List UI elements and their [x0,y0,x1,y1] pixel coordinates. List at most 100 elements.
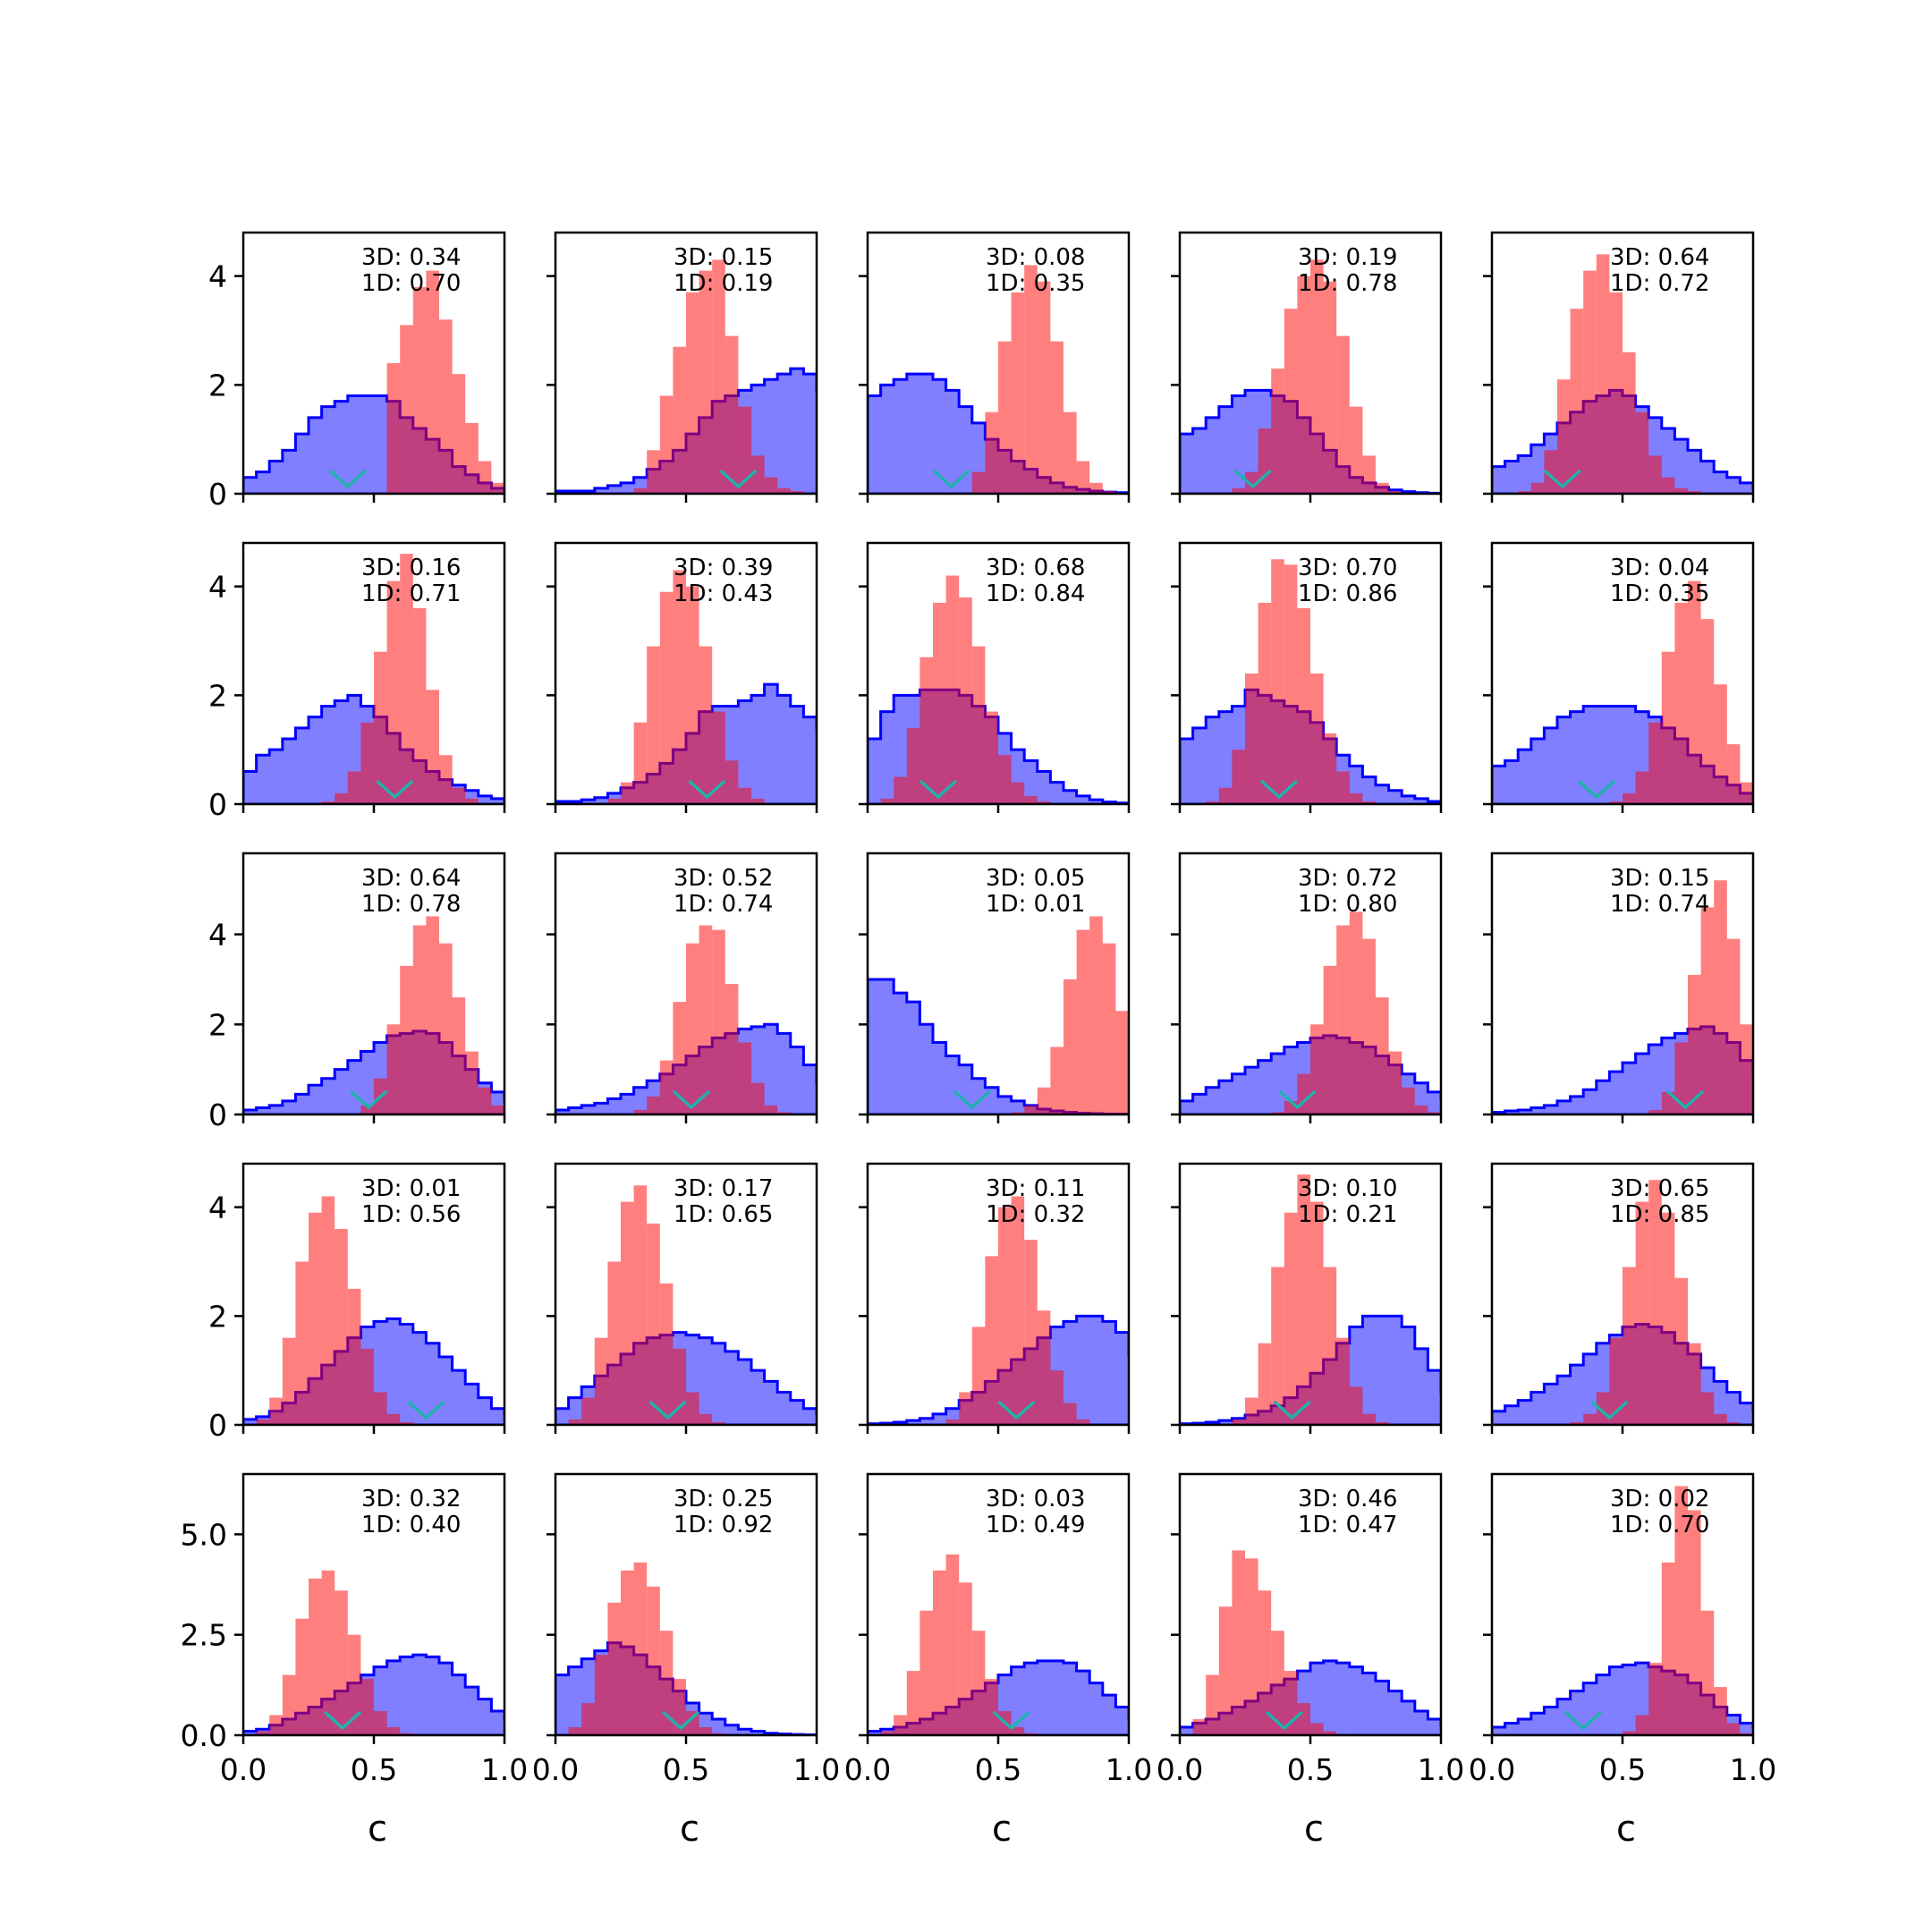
marker [661,1710,700,1731]
series-red-bar [699,270,713,494]
series-red-bar [724,760,739,804]
series-red-bar [1635,771,1649,804]
annotation-1d: 1D: 0.70 [361,270,461,297]
annotation-3d: 3D: 0.68 [986,555,1085,581]
series-red-bar [478,1087,492,1114]
series-red-bar [1024,1105,1038,1114]
series-red-bar [712,929,725,1114]
series-red-bar [764,1105,778,1114]
series-red-bar [568,1727,582,1735]
series-red-bar [426,916,439,1114]
series-red-bar [295,1618,309,1735]
series-red-bar [1089,916,1103,1114]
annotation-1d: 1D: 0.70 [1610,1512,1709,1538]
annotation-1d: 1D: 0.35 [1610,580,1709,607]
ytick-label: 0 [208,477,227,512]
ytick-label: 2.5 [181,1618,227,1653]
marker [992,1710,1030,1731]
xtick-label: 0.0 [1469,1752,1515,1787]
series-red-bar [1206,801,1219,804]
series-red-bar [1362,1413,1376,1425]
ytick-label: 4 [208,918,227,953]
annotation-1d: 1D: 0.43 [674,580,773,607]
annotation-1d: 1D: 0.19 [674,270,773,297]
xtick-label: 0.5 [663,1752,709,1787]
series-red-bar [647,646,660,804]
series-red-bar [633,722,648,804]
annotation-1d: 1D: 0.49 [986,1512,1085,1538]
marker [1273,1400,1311,1420]
series-red-bar [959,1582,972,1735]
annotation-3d: 3D: 0.04 [1610,555,1709,581]
series-red-bar [945,1554,960,1735]
series-red-bar [1570,309,1584,494]
series-red-bar [1115,1011,1129,1114]
plot-area [243,1196,504,1425]
series-red-bar [1271,1267,1284,1425]
series-red-bar [1661,477,1675,494]
series-red-bar [906,1671,920,1735]
plot-area [1180,1550,1441,1735]
marker [919,779,958,800]
series-red-bar [1570,1421,1584,1425]
series-red-bar [439,943,453,1114]
annotation-3d: 3D: 0.11 [986,1175,1085,1202]
series-red-bar [321,1196,335,1425]
xtick-label: 1.0 [1106,1752,1152,1787]
series-red-bar [1700,1610,1715,1735]
series-red-bar [1063,411,1077,494]
xtick-label: 0.0 [532,1752,579,1787]
series-red-bar [1336,771,1350,804]
series-red-bar [607,798,621,804]
ytick-label: 0.0 [181,1718,227,1753]
ytick-label: 0 [208,1097,227,1132]
series-red-bar [1349,1386,1363,1425]
series-red-bar [594,1337,608,1425]
xtick-label: 1.0 [481,1752,528,1787]
series-red-bar [633,1109,648,1114]
annotation-1d: 1D: 0.71 [361,580,461,607]
marker [1564,1710,1603,1731]
series-red-bar [452,787,466,804]
series-red-bar [360,1679,374,1735]
series-red-bar [1714,1687,1727,1735]
ytick-label: 2 [208,1007,227,1042]
series-red-bar [1063,1402,1077,1425]
series-red-bar [971,471,986,494]
series-red-bar [452,374,466,494]
series-red-bar [386,580,401,804]
series-red-bar [1271,369,1284,494]
ytick-label: 2 [208,1299,227,1334]
series-red-bar [699,925,713,1114]
series-red-bar [374,1392,387,1425]
series-red-bar [386,1727,401,1735]
annotation-3d: 3D: 0.46 [1298,1486,1397,1513]
series-red-bar [1688,490,1701,494]
series-red-bar [673,346,686,494]
series-red-bar [1323,1731,1337,1735]
marker [376,779,414,800]
series-red-bar [1635,1201,1649,1425]
annotation-1d: 1D: 0.78 [361,891,461,918]
series-red-bar [1102,943,1116,1114]
series-red-bar [1192,1719,1207,1735]
series-red-bar [880,1731,894,1735]
plot-area [868,1554,1129,1735]
series-red-bar [269,1715,283,1735]
series-red-bar [959,1392,972,1425]
plot-area [243,554,504,804]
plot-area [1492,254,1753,494]
series-red-bar [751,1082,765,1114]
plot-area [243,270,504,494]
series-red-bar [686,292,699,494]
ytick-label: 4 [208,1191,227,1225]
series-red-bar [581,1703,595,1735]
series-red-bar [1674,487,1688,494]
series-red-bar [906,727,920,804]
marker [349,1089,388,1110]
